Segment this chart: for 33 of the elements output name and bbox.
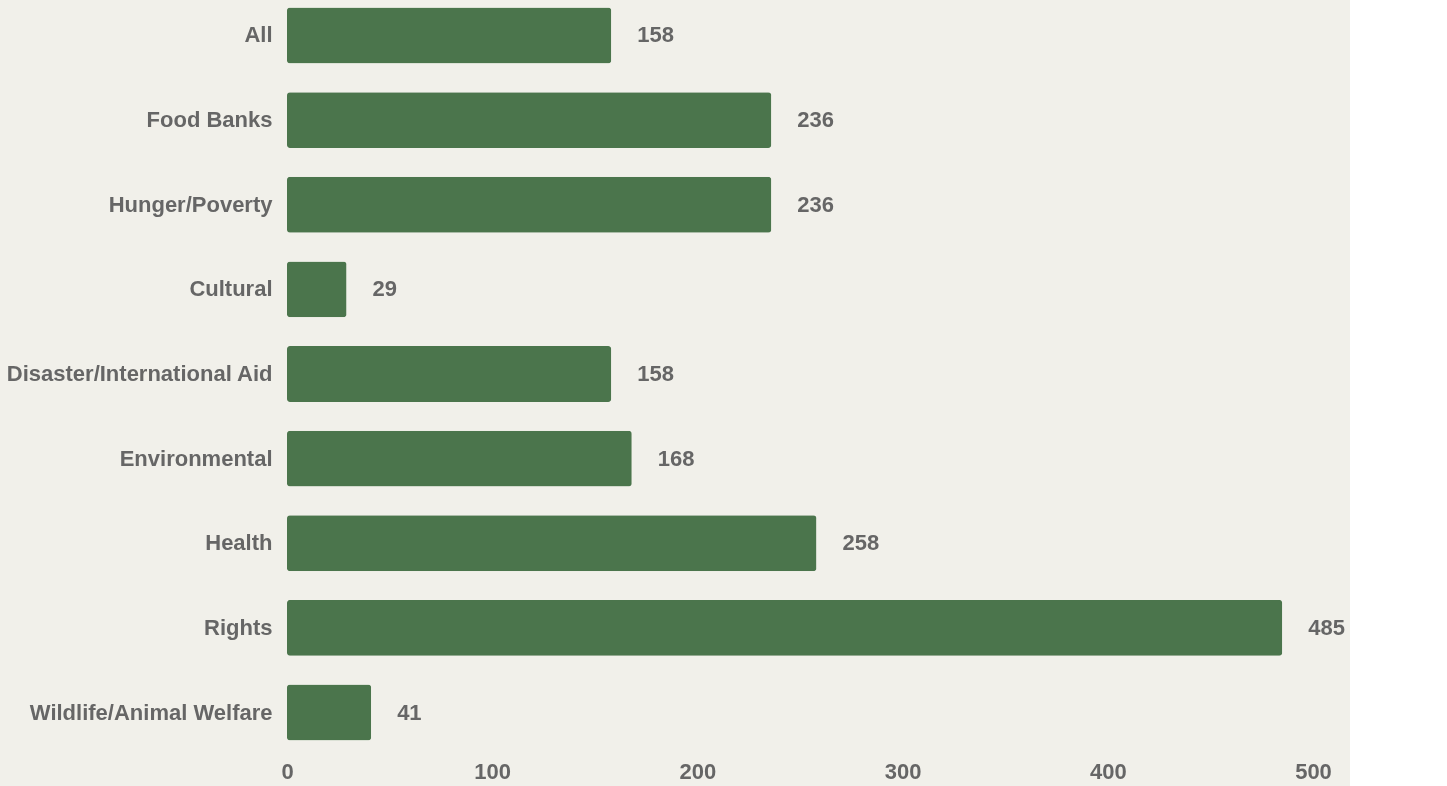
bar [287,515,817,572]
y-tick-label: Wildlife/Animal Welfare [29,699,273,725]
x-tick-label: 500 [1295,758,1332,784]
y-tick-label: Food Banks [146,107,273,133]
y-tick-label: Rights [204,614,273,640]
x-tick-label: 200 [679,758,717,784]
bar [287,92,772,149]
x-tick-label: 300 [884,758,922,784]
data-label: 158 [637,22,674,48]
bar [287,684,372,741]
bar [287,430,632,487]
data-label: 29 [372,276,397,302]
y-tick-label: Health [205,530,273,556]
x-tick-label: 0 [281,758,294,784]
data-label: 168 [657,445,695,471]
bar [287,599,1283,656]
data-label: 236 [797,107,834,133]
data-label: 485 [1308,614,1345,640]
y-tick-label: Environmental [119,445,273,471]
bar [287,346,612,402]
bar [287,7,612,64]
y-tick-label: Cultural [189,276,273,302]
x-tick-label: 100 [474,758,512,784]
bar [287,261,347,318]
y-tick-label: Hunger/Poverty [108,191,274,217]
data-label: 258 [842,530,880,556]
x-tick-label: 400 [1089,758,1127,784]
data-label: 41 [397,699,422,725]
data-label: 236 [797,191,834,217]
bar [287,176,772,233]
y-tick-label: Disaster/International Aid [6,361,273,386]
data-label: 158 [637,361,674,386]
y-tick-label: All [244,22,273,48]
